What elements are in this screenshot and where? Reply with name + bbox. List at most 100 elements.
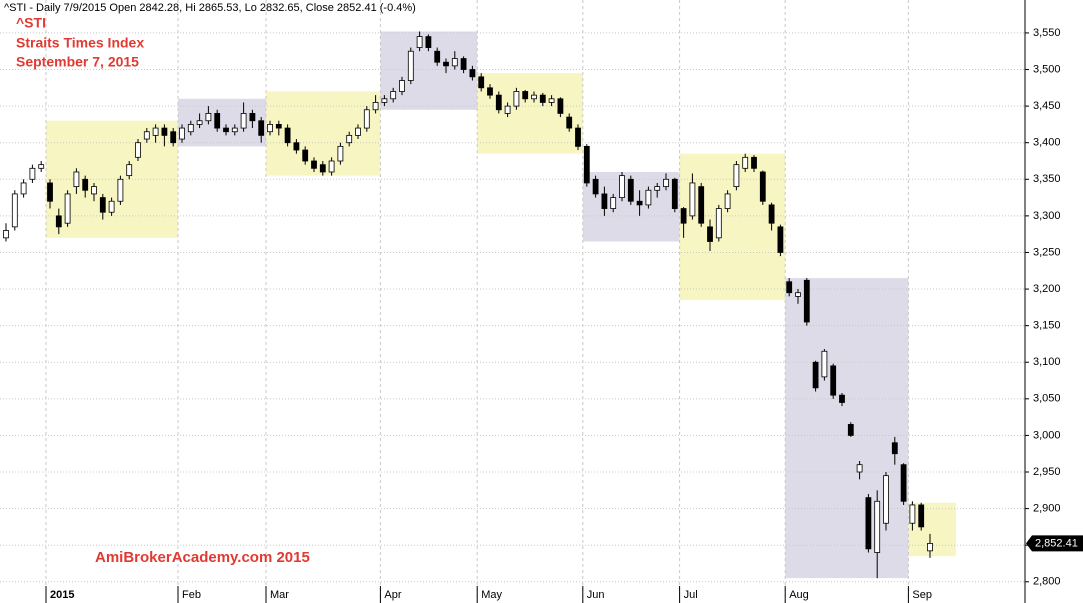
y-tick-label: 3,400 — [1033, 137, 1061, 149]
x-tick-label: Jun — [587, 589, 605, 601]
candle-body — [99, 197, 106, 213]
candle-body — [293, 142, 300, 151]
candle-body — [249, 113, 256, 122]
candle-body — [566, 116, 573, 129]
candle-body — [143, 131, 150, 140]
candle-body — [671, 178, 678, 209]
candle-body — [3, 230, 9, 239]
y-tick-label: 3,000 — [1033, 429, 1061, 441]
candle-body — [645, 189, 652, 206]
annotation: ^STI — [16, 15, 46, 31]
annotation: September 7, 2015 — [16, 54, 139, 70]
candle-body — [231, 127, 238, 133]
y-tick-label: 3,200 — [1033, 283, 1061, 295]
candle-body — [381, 98, 388, 103]
candle-body — [55, 215, 62, 228]
y-tick-label: 3,150 — [1033, 320, 1061, 332]
candle-body — [416, 36, 423, 48]
y-tick-label: 3,100 — [1033, 356, 1061, 368]
candle-body — [319, 164, 326, 173]
candle-body — [636, 200, 643, 206]
candle-body — [469, 69, 476, 78]
candle-body — [768, 204, 775, 224]
candle-body — [451, 58, 458, 67]
candle-body — [759, 171, 766, 202]
candle-body — [865, 497, 872, 550]
candle-body — [73, 171, 80, 188]
candle-body — [29, 167, 36, 180]
x-tick-label: Jul — [684, 589, 698, 601]
y-tick-label: 3,250 — [1033, 246, 1061, 258]
candle-body — [883, 475, 889, 524]
candle-body — [390, 91, 397, 100]
candle-body — [742, 156, 749, 169]
candle-body — [663, 178, 669, 188]
x-tick-label: Feb — [182, 589, 201, 601]
candle-body — [443, 61, 449, 67]
candle-body — [11, 193, 18, 228]
candle-body — [874, 500, 881, 553]
candle-body — [337, 145, 344, 162]
candle-body — [126, 164, 133, 177]
candle-body — [522, 91, 529, 100]
candle-body — [161, 127, 168, 136]
candle-body — [64, 193, 71, 224]
candle-body — [909, 504, 916, 524]
candle-body — [478, 76, 485, 89]
candle-body — [399, 80, 405, 92]
y-tick-label: 3,350 — [1033, 173, 1061, 185]
candle-body — [891, 442, 898, 455]
candle-body — [223, 127, 229, 133]
candle-body — [715, 208, 722, 239]
candle-body — [328, 160, 335, 173]
candle-body — [372, 102, 379, 111]
x-tick-label: 2015 — [50, 589, 74, 601]
y-tick-label: 2,950 — [1033, 466, 1061, 478]
month-range-box — [477, 73, 583, 154]
candle-body — [847, 424, 854, 436]
candle-body — [311, 160, 317, 169]
candle-body — [654, 186, 661, 191]
candle-body — [179, 127, 185, 140]
candle-body — [927, 543, 933, 552]
candle-body — [91, 186, 97, 195]
month-range-box — [679, 153, 786, 301]
candle-body — [117, 178, 124, 202]
y-tick-label: 3,550 — [1033, 27, 1061, 39]
candle-body — [425, 36, 432, 48]
candle-body — [821, 350, 828, 378]
candle-body — [548, 98, 555, 103]
candle-body — [495, 94, 502, 111]
candle-body — [531, 94, 537, 100]
candle-body — [258, 120, 265, 136]
candle-body — [187, 124, 194, 133]
candle-body — [539, 94, 546, 103]
y-tick-label: 3,300 — [1033, 210, 1061, 222]
x-tick-label: Aug — [789, 589, 809, 601]
candle-body — [610, 197, 617, 209]
month-range-box — [178, 98, 266, 147]
watermark: AmiBrokerAcademy.com 2015 — [95, 549, 310, 566]
candle-body — [152, 127, 159, 136]
candle-body — [355, 127, 361, 136]
candle-body — [733, 164, 740, 188]
candle-body — [275, 124, 282, 129]
y-tick-label: 2,800 — [1033, 576, 1061, 588]
candle-body — [487, 87, 493, 96]
y-tick-label: 3,500 — [1033, 63, 1061, 75]
candle-body — [777, 226, 784, 253]
candle-body — [830, 365, 837, 396]
x-tick-label: May — [481, 589, 502, 601]
candle-body — [284, 127, 291, 144]
candle-body — [434, 50, 441, 63]
candle-body — [786, 281, 793, 294]
candle-body — [698, 186, 705, 224]
chart-title: ^STI - Daily 7/9/2015 Open 2842.28, Hi 2… — [4, 2, 416, 14]
candle-body — [205, 113, 212, 122]
last-price-label: 2,852.41 — [1035, 537, 1078, 549]
candle-body — [135, 142, 141, 158]
last-price-marker — [1026, 535, 1083, 552]
candle-body — [803, 279, 810, 323]
candle-body — [724, 193, 731, 209]
